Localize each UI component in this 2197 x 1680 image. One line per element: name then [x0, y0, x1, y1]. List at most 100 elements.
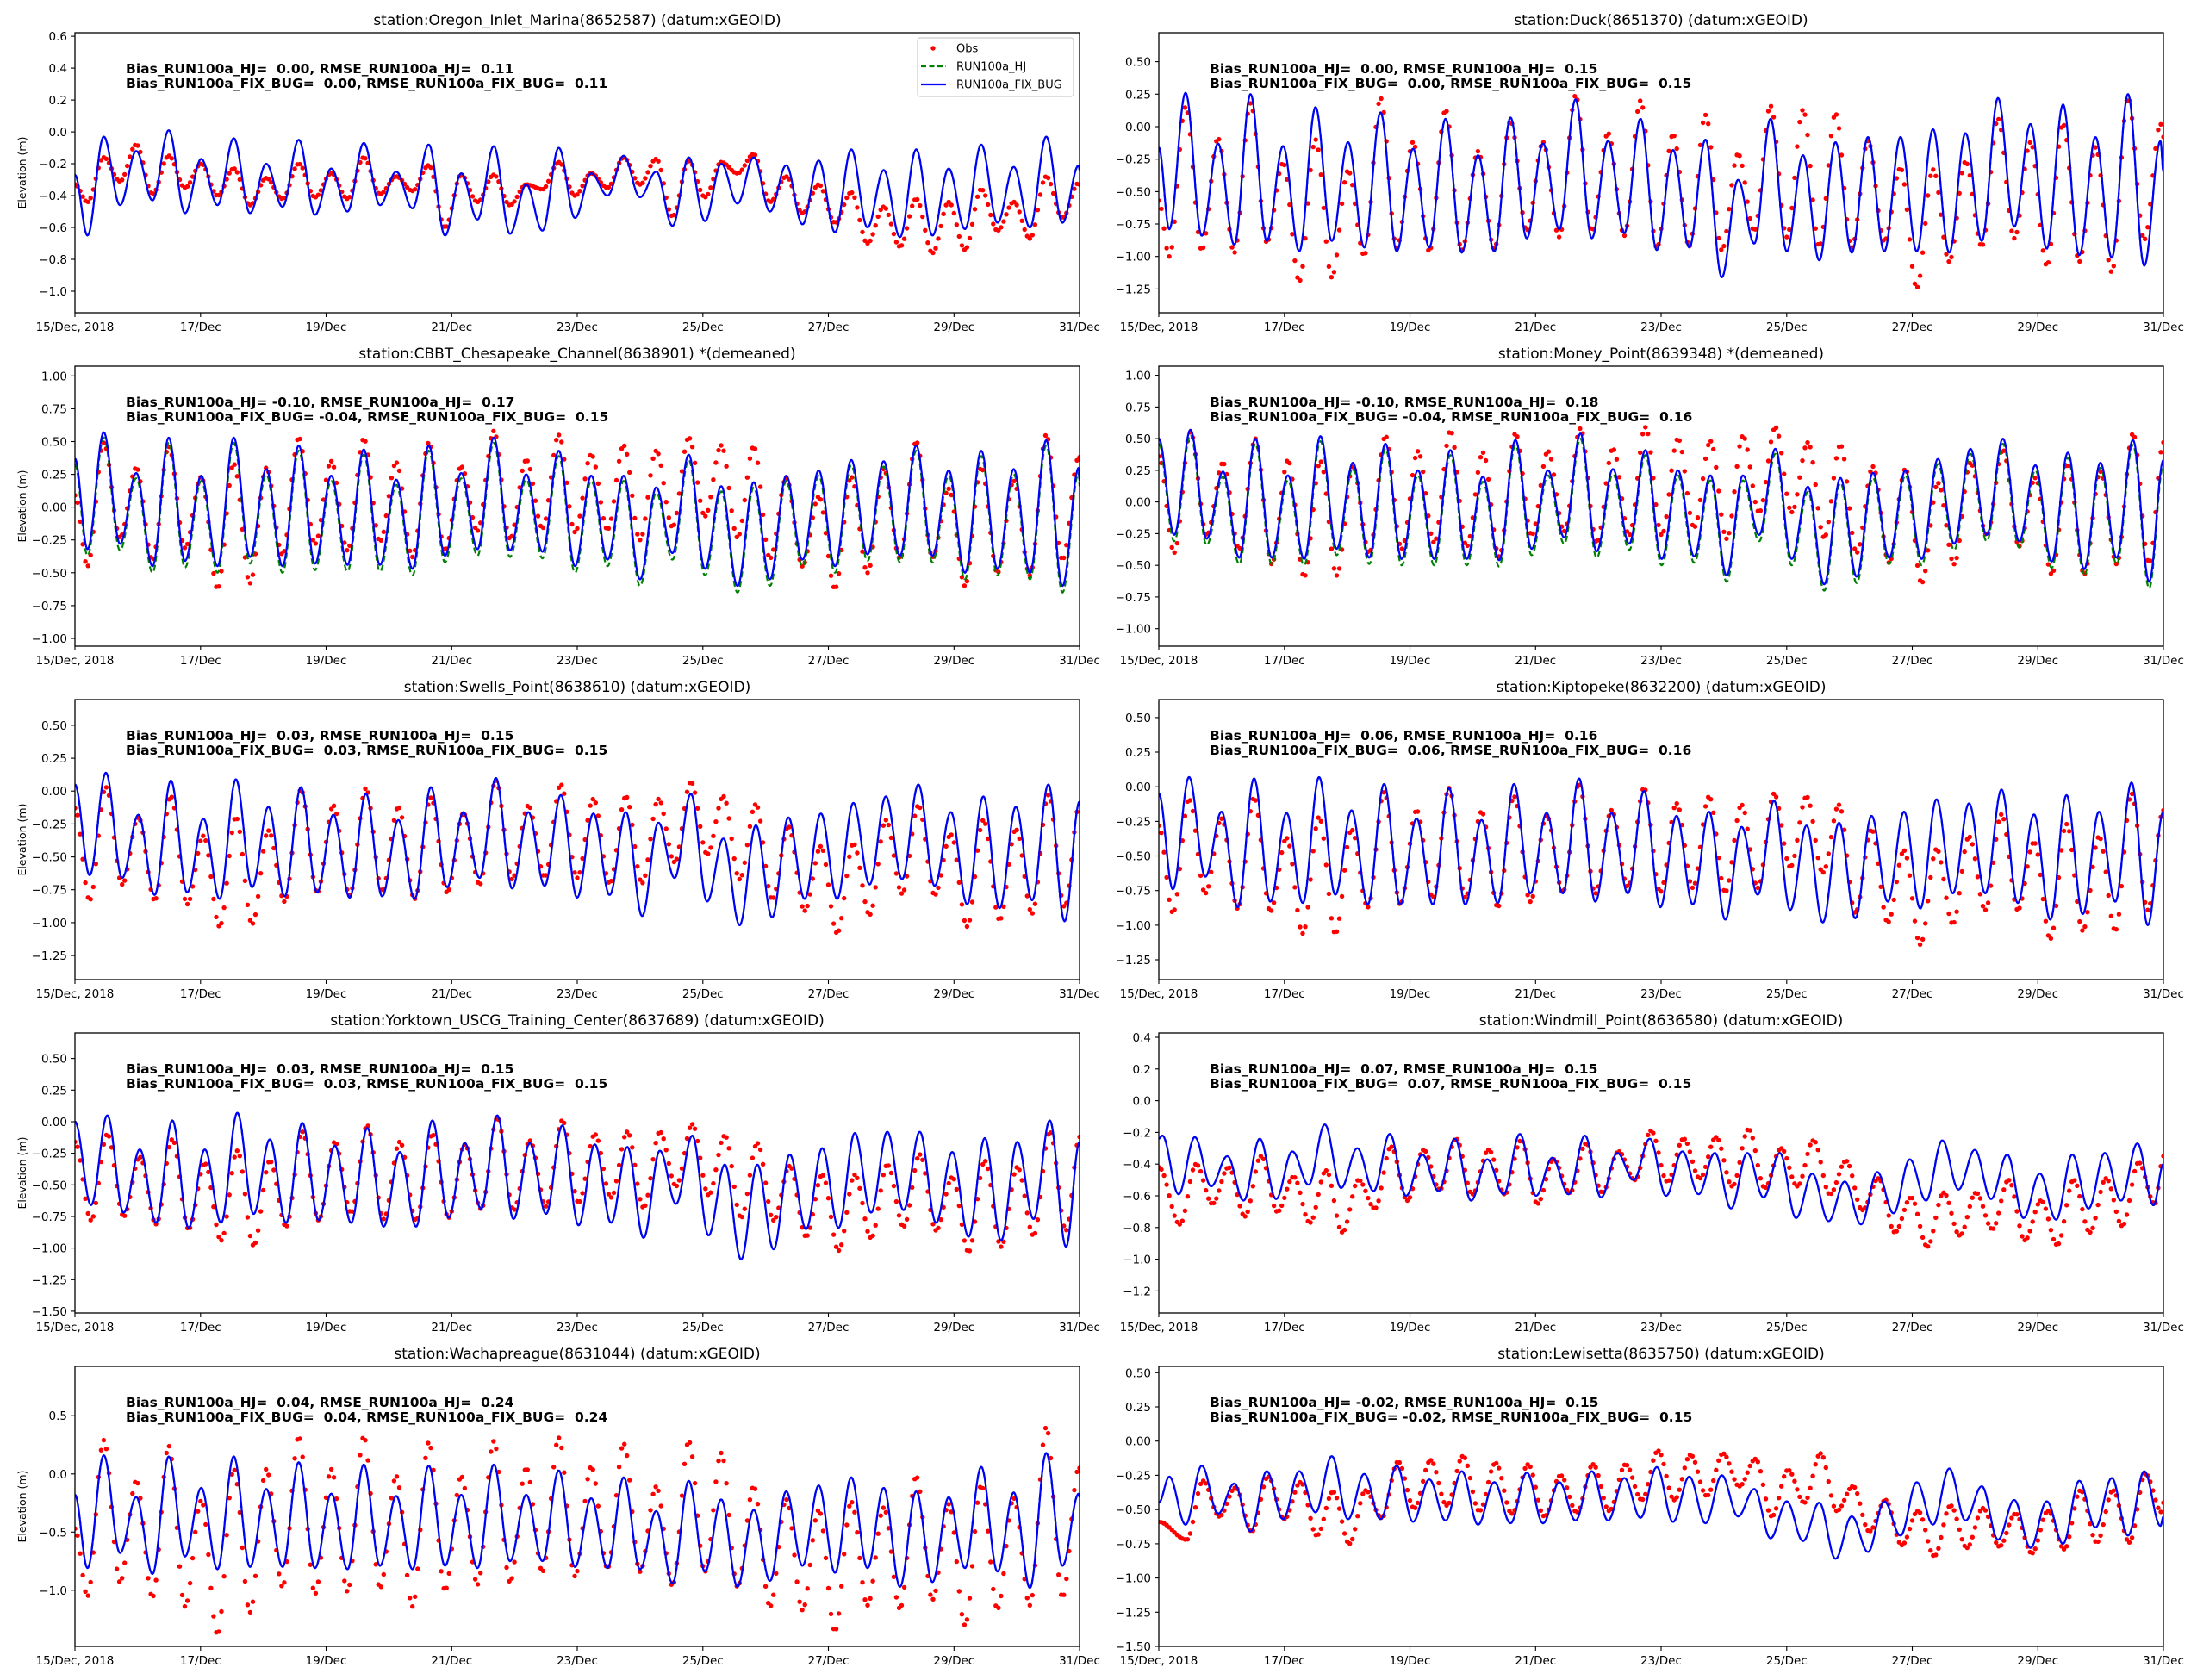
- obs-point: [347, 1582, 352, 1588]
- obs-point: [2064, 1544, 2069, 1549]
- obs-point: [1907, 1526, 1913, 1532]
- obs-point: [1336, 1506, 1342, 1511]
- obs-point: [1933, 484, 1939, 490]
- obs-point: [164, 1450, 169, 1456]
- obs-point: [1353, 836, 1358, 841]
- plot-background: [1159, 33, 2163, 313]
- obs-point: [1684, 490, 1690, 496]
- obs-point: [2058, 848, 2064, 853]
- obs-point: [2113, 927, 2119, 932]
- x-tick-label: 29/Dec: [933, 1654, 974, 1668]
- obs-point: [1300, 1201, 1305, 1207]
- obs-point: [792, 1552, 797, 1558]
- x-tick-label: 15/Dec, 2018: [36, 1654, 115, 1668]
- obs-point: [933, 246, 938, 251]
- obs-point: [1999, 1543, 2004, 1548]
- obs-point: [820, 1173, 826, 1178]
- obs-point: [742, 163, 747, 168]
- x-tick-label: 29/Dec: [2017, 1321, 2058, 1335]
- obs-point: [1687, 1149, 1693, 1154]
- obs-point: [625, 451, 630, 457]
- obs-point: [585, 818, 590, 823]
- obs-point: [1331, 566, 1337, 571]
- obs-point: [1776, 433, 1782, 439]
- obs-point: [383, 513, 389, 519]
- y-tick-label: −1.00: [1116, 623, 1151, 637]
- obs-point: [242, 1192, 248, 1197]
- obs-point: [1601, 1496, 1606, 1501]
- obs-point: [836, 1248, 842, 1254]
- obs-point: [214, 1222, 219, 1228]
- obs-point: [1004, 212, 1009, 217]
- obs-point: [1721, 243, 1727, 249]
- obs-point: [1944, 523, 1949, 528]
- obs-point: [2090, 1225, 2095, 1231]
- obs-point: [2101, 1179, 2106, 1185]
- obs-point: [1027, 906, 1033, 912]
- obs-point: [184, 184, 190, 189]
- obs-point: [1045, 1430, 1051, 1436]
- obs-point: [439, 1569, 444, 1574]
- obs-point: [2027, 140, 2032, 146]
- obs-point: [893, 871, 899, 876]
- obs-point: [1923, 921, 1928, 926]
- obs-point: [1982, 907, 1989, 912]
- obs-point: [700, 840, 706, 845]
- obs-point: [1321, 1516, 1327, 1522]
- obs-point: [1614, 457, 1620, 462]
- obs-point: [737, 532, 742, 537]
- obs-point: [946, 199, 951, 205]
- obs-point: [825, 882, 831, 887]
- obs-point: [1019, 1178, 1024, 1183]
- obs-point: [818, 1511, 824, 1516]
- obs-point: [1355, 1514, 1360, 1519]
- obs-point: [967, 1596, 973, 1601]
- obs-point: [2012, 1194, 2017, 1199]
- obs-point: [1742, 436, 1747, 441]
- obs-point: [2032, 1210, 2038, 1215]
- obs-point: [269, 1160, 274, 1165]
- obs-point: [331, 803, 337, 808]
- obs-point: [1204, 890, 1209, 896]
- obs-point: [517, 189, 522, 195]
- obs-point: [1773, 425, 1779, 431]
- obs-point: [527, 1138, 532, 1143]
- obs-point: [1994, 1540, 1999, 1546]
- obs-point: [1729, 1469, 1734, 1474]
- obs-point: [656, 451, 661, 457]
- obs-point: [729, 508, 734, 513]
- obs-point: [2030, 1219, 2035, 1224]
- obs-point: [373, 1562, 378, 1567]
- obs-point: [106, 1134, 112, 1139]
- obs-point: [260, 849, 266, 854]
- obs-point: [297, 436, 302, 442]
- obs-point: [844, 195, 850, 201]
- obs-point: [833, 220, 839, 225]
- obs-point: [1646, 1132, 1651, 1138]
- obs-point: [2161, 134, 2163, 140]
- obs-point: [951, 840, 957, 845]
- obs-point: [850, 1500, 855, 1505]
- obs-point: [1454, 1468, 1459, 1474]
- obs-point: [850, 190, 855, 196]
- obs-point: [708, 845, 713, 850]
- obs-point: [1326, 891, 1332, 897]
- obs-point: [1732, 1477, 1737, 1482]
- obs-point: [2132, 434, 2138, 440]
- obs-point: [1303, 236, 1308, 241]
- obs-point: [993, 905, 999, 910]
- obs-point: [1480, 812, 1486, 817]
- obs-point: [1556, 234, 1562, 240]
- obs-point: [1745, 199, 1750, 204]
- obs-point: [742, 1206, 747, 1211]
- obs-point: [206, 1552, 211, 1558]
- obs-point: [1901, 848, 1908, 853]
- obs-point: [1606, 460, 1612, 466]
- obs-point: [1813, 482, 1818, 488]
- obs-point: [187, 180, 193, 185]
- obs-point: [1465, 1463, 1471, 1469]
- obs-point: [1533, 521, 1539, 526]
- obs-point: [426, 440, 431, 446]
- obs-point: [1472, 1501, 1478, 1506]
- obs-point: [582, 476, 588, 482]
